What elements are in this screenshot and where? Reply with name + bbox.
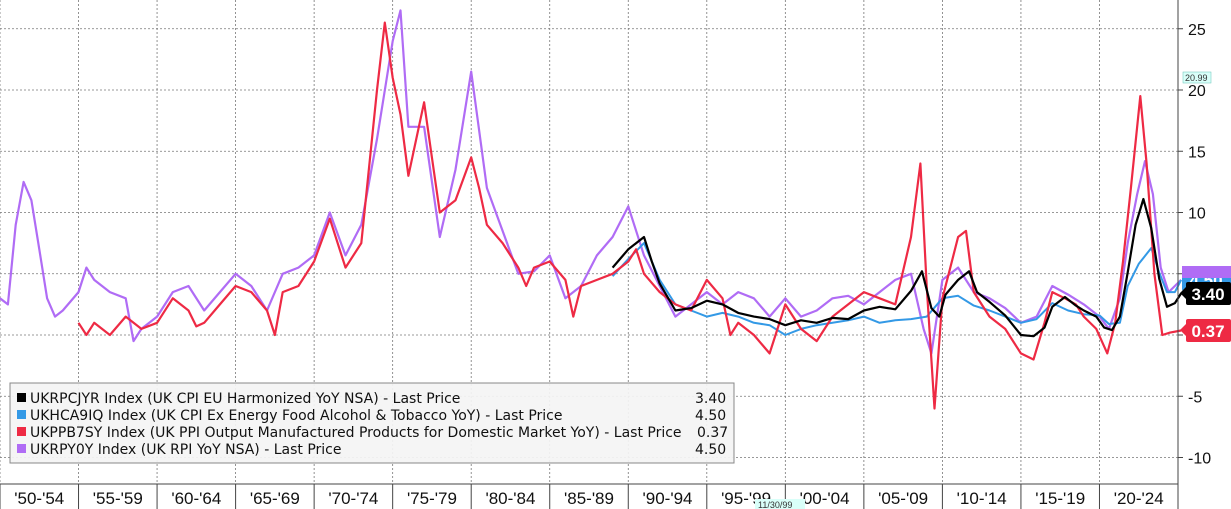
- x-tick-label: '90-'94: [643, 489, 693, 508]
- legend-label-ukrpy0y: UKRPY0Y Index (UK RPI YoY NSA) - Last Pr…: [30, 442, 341, 458]
- legend-swatch-ukhca9iq: [17, 410, 26, 419]
- legend-value-ukppb7sy: 0.37: [697, 425, 728, 441]
- y-tick-label: -5: [1188, 389, 1202, 406]
- y-tick-label: 10: [1188, 206, 1206, 223]
- badge-ukppb7sy: 0.37: [1180, 319, 1231, 342]
- legend-label-ukhca9iq: UKHCA9IQ Index (UK CPI Ex Energy Food Al…: [30, 408, 563, 424]
- badge-ukrpcjyr-box: [1186, 282, 1231, 305]
- legend-swatch-ukppb7sy: [17, 427, 26, 436]
- x-tick-label: '05-'09: [878, 489, 928, 508]
- badge-ukrpy0y-box: [1182, 266, 1231, 278]
- legend-value-ukhca9iq: 4.50: [695, 408, 726, 424]
- x-tick-label: '15-'19: [1035, 489, 1085, 508]
- legend: UKRPCJYR Index (UK CPI EU Harmonized YoY…: [9, 382, 735, 464]
- x-tick-label: '20-'24: [1114, 489, 1164, 508]
- legend-swatch-ukrpcjyr: [17, 393, 26, 402]
- crosshair-date-box: [755, 499, 805, 509]
- legend-entry-ukhca9iq[interactable]: UKHCA9IQ Index (UK CPI Ex Energy Food Al…: [17, 408, 726, 424]
- legend-value-ukrpy0y: 4.50: [695, 442, 726, 458]
- series-line-ukrpcjyr[interactable]: [611, 197, 1183, 338]
- series-layer: [0, 9, 1183, 410]
- legend-label-ukrpcjyr: UKRPCJYR Index (UK CPI EU Harmonized YoY…: [30, 391, 460, 407]
- badge-ukrpy0y: [1182, 266, 1231, 278]
- badge-ukppb7sy-box: [1186, 319, 1231, 342]
- max-marker-box: [1182, 71, 1212, 84]
- series-line-ukppb7sy[interactable]: [77, 21, 1182, 410]
- legend-box: [9, 382, 735, 464]
- legend-entry-ukrpy0y[interactable]: UKRPY0Y Index (UK RPI YoY NSA) - Last Pr…: [17, 442, 726, 458]
- legend-entry-ukrpcjyr[interactable]: UKRPCJYR Index (UK CPI EU Harmonized YoY…: [17, 391, 726, 407]
- x-tick-label: '55-'59: [93, 489, 143, 508]
- x-tick-label: '80-'84: [485, 489, 535, 508]
- last-value-badges: 4.50 3.40 0.37: [1180, 266, 1231, 342]
- x-tick-label: '75-'79: [407, 489, 457, 508]
- series-line-ukhca9iq[interactable]: [611, 242, 1182, 336]
- x-tick-label: '70-'74: [328, 489, 378, 508]
- x-tick-label: '50-'54: [14, 489, 64, 508]
- x-tick-label: '10-'14: [957, 489, 1007, 508]
- y-tick-label: -10: [1188, 451, 1211, 468]
- crosshair-date: 11/30/99: [755, 499, 805, 509]
- x-tick-label: '00-'04: [800, 489, 850, 508]
- y-tick-label: 25: [1188, 22, 1206, 39]
- y-tick-label: 15: [1188, 144, 1206, 161]
- y-ticks: -10-5510152025: [1178, 22, 1211, 468]
- y-tick-label: 20: [1188, 83, 1206, 100]
- series-line-ukrpy0y[interactable]: [0, 9, 1182, 355]
- badge-ukrpcjyr-value: 3.40: [1191, 285, 1224, 304]
- max-marker: 20.99: [1182, 71, 1212, 84]
- x-tick-label: '60-'64: [171, 489, 221, 508]
- x-tick-label: '65-'69: [250, 489, 300, 508]
- x-ticks: '50-'54 '55-'59 '60-'64 '65-'69 '70-'74 '75-'…: [0, 484, 1179, 509]
- axis-layer: [0, 0, 1179, 485]
- legend-value-ukrpcjyr: 3.40: [695, 391, 726, 407]
- legend-swatch-ukrpy0y: [17, 444, 26, 453]
- x-tick-label: '85-'89: [564, 489, 614, 508]
- crosshair-date-label: 11/30/99: [758, 500, 792, 509]
- badge-ukppb7sy-value: 0.37: [1191, 322, 1224, 341]
- max-marker-label: 20.99: [1185, 73, 1208, 83]
- badge-ukrpcjyr: 3.40: [1180, 282, 1231, 305]
- legend-label-ukppb7sy: UKPPB7SY Index (UK PPI Output Manufactur…: [30, 425, 682, 441]
- legend-entry-ukppb7sy[interactable]: UKPPB7SY Index (UK PPI Output Manufactur…: [17, 425, 728, 441]
